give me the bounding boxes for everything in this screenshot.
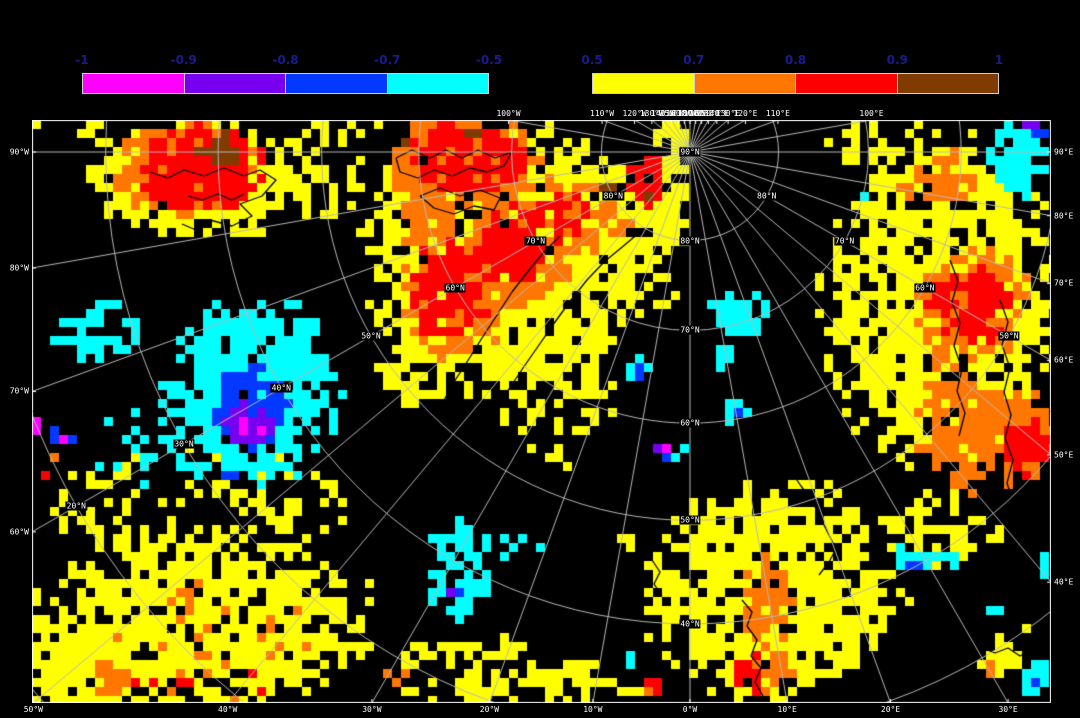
longitude-label-top: 120°W <box>622 109 647 118</box>
longitude-label-left: 90°W <box>9 147 29 157</box>
longitude-label-bottom: 0°W <box>682 705 698 714</box>
colorbar-segment <box>83 74 184 93</box>
longitude-label-top: 130°E <box>716 109 741 118</box>
colorbar-segment <box>183 74 285 93</box>
colorbar-segment <box>795 74 897 93</box>
longitude-label-top: 150°E <box>696 109 721 118</box>
longitude-label-top: 140°E <box>704 109 729 118</box>
colorbar-tick-label: -0.8 <box>272 53 299 67</box>
colorbar-segment <box>386 74 488 93</box>
colorbar-tick-label: -1 <box>75 53 89 67</box>
colorbar-tick-label: 1 <box>994 53 1004 67</box>
longitude-label-right: 60°E <box>1054 355 1074 365</box>
colorbar-segment <box>285 74 387 93</box>
polar-map-canvas <box>32 120 1051 703</box>
colorbar-tick-label: 0.8 <box>784 53 807 67</box>
colorbar-tick-label: -0.5 <box>475 53 503 67</box>
longitude-label-top: 180°W <box>677 109 703 118</box>
longitude-label-right: 90°E <box>1054 147 1074 157</box>
colorbar-tick-label: -0.9 <box>170 53 197 67</box>
colorbar-segment <box>896 74 998 93</box>
negative-colorbar <box>82 73 489 94</box>
longitude-label-bottom: 30°W <box>362 705 382 714</box>
longitude-label-right: 80°E <box>1054 211 1074 221</box>
longitude-label-left: 70°W <box>9 386 29 396</box>
longitude-label-bottom: 40°W <box>218 705 238 714</box>
longitude-label-top: 110°E <box>765 109 790 118</box>
longitude-label-right: 40°E <box>1054 577 1074 587</box>
longitude-label-top: 130°W <box>639 109 664 118</box>
longitude-label-top: 100°E <box>859 109 884 118</box>
longitude-label-bottom: 50°W <box>23 705 43 714</box>
longitude-label-bottom: 30°E <box>998 705 1018 714</box>
longitude-label-left: 80°W <box>9 263 29 273</box>
positive-colorbar <box>592 73 999 94</box>
longitude-label-bottom: 10°W <box>583 705 603 714</box>
longitude-label-top: 100°W <box>496 109 521 118</box>
longitude-label-top: 120°E <box>733 109 758 118</box>
colorbar-segment <box>693 74 795 93</box>
colorbar-tick-label: -0.7 <box>374 53 401 67</box>
longitude-label-top: 170°E <box>683 109 708 118</box>
colorbar-tick-label: 0.9 <box>886 53 908 67</box>
longitude-label-bottom: 20°W <box>479 705 500 714</box>
longitude-label-top: 110°W <box>590 109 615 118</box>
longitude-label-right: 50°E <box>1054 450 1074 460</box>
longitude-label-bottom: 10°E <box>777 705 797 714</box>
longitude-label-top: 140°W <box>651 109 676 118</box>
longitude-label-top: 170°W <box>672 109 697 118</box>
longitude-label-top: 160°E <box>689 109 714 118</box>
longitude-label-right: 70°E <box>1054 278 1074 288</box>
colorbar-segment <box>593 74 694 93</box>
longitude-label-left: 60°W <box>9 527 29 537</box>
longitude-label-bottom: 20°E <box>880 705 901 714</box>
colorbar-tick-label: 0.7 <box>683 53 705 67</box>
colorbar-tick-label: 0.5 <box>581 53 603 67</box>
longitude-label-top: 150°W <box>659 109 684 118</box>
longitude-label-top: 160°W <box>666 109 691 118</box>
